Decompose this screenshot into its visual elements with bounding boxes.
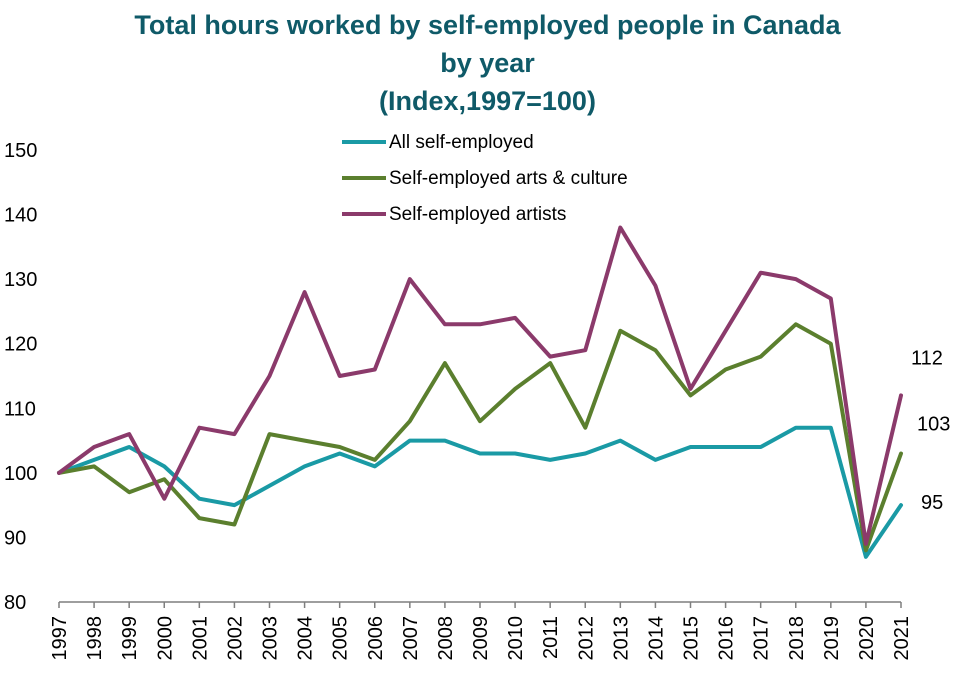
y-tick-label: 140 <box>4 205 37 227</box>
x-tick-label: 2015 <box>681 616 703 661</box>
end-label: 95 <box>921 492 943 514</box>
x-tick-label: 1998 <box>84 616 106 661</box>
x-tick-label: 2001 <box>189 616 211 661</box>
x-tick-label: 2007 <box>400 616 422 661</box>
end-label: 103 <box>917 413 950 435</box>
x-tick-label: 2003 <box>260 616 282 661</box>
series-line-2 <box>57 322 903 553</box>
x-tick-label: 2017 <box>751 616 773 661</box>
x-tick-label: 2019 <box>821 616 843 661</box>
end-label: 112 <box>911 347 943 369</box>
chart-title: Total hours worked by self-employed peop… <box>0 6 975 120</box>
x-tick-label: 2008 <box>435 616 457 661</box>
x-tick-label: 2014 <box>645 616 667 661</box>
x-tick-label: 2002 <box>224 616 246 661</box>
x-tick-label: 2020 <box>856 616 878 661</box>
x-tick-label: 2009 <box>470 616 492 661</box>
y-tick-label: 120 <box>4 334 37 356</box>
legend-label: All self-employed <box>389 132 534 153</box>
x-tick-label: 2013 <box>610 616 632 661</box>
x-tick-label: 1997 <box>49 616 71 661</box>
y-tick-label: 130 <box>4 269 37 291</box>
chart-title-line-2: by year <box>440 48 535 78</box>
chart-title-line-1: Total hours worked by self-employed peop… <box>134 10 841 40</box>
y-tick-label: 150 <box>4 140 37 162</box>
x-tick-label: 2000 <box>154 616 176 661</box>
end-labels: 95 103 112 <box>911 347 950 514</box>
y-axis-tick-labels: 80 90 100 110 120 130 140 150 <box>4 140 37 614</box>
x-tick-label: 2011 <box>540 616 562 659</box>
x-tick-label: 2010 <box>505 616 527 661</box>
x-tick-label: 2021 <box>891 616 913 661</box>
x-tick-label: 1999 <box>119 616 141 661</box>
y-tick-label: 110 <box>4 398 36 420</box>
x-tick-label: 2004 <box>295 616 317 661</box>
x-axis-tick-labels: 1997 1998 1999 2000 2001 2002 2003 2004 2005 2006… <box>49 616 913 661</box>
x-axis-ticks <box>58 602 902 608</box>
x-tick-label: 2006 <box>365 616 387 661</box>
legend-label: Self-employed arts & culture <box>389 168 628 189</box>
legend: All self-employed Self-employed arts & cu… <box>342 132 628 225</box>
y-tick-label: 90 <box>4 527 26 549</box>
x-tick-label: 2005 <box>330 616 352 661</box>
y-tick-label: 100 <box>4 463 37 485</box>
x-tick-label: 2018 <box>786 616 808 661</box>
series-line-3 <box>57 225 903 546</box>
y-tick-label: 80 <box>4 592 26 614</box>
x-tick-label: 2012 <box>575 616 597 661</box>
chart-title-line-3: (Index,1997=100) <box>379 86 596 116</box>
series-line-1 <box>57 425 903 559</box>
x-tick-label: 2016 <box>716 616 738 661</box>
series-lines <box>57 225 903 559</box>
legend-label: Self-employed artists <box>389 204 566 225</box>
